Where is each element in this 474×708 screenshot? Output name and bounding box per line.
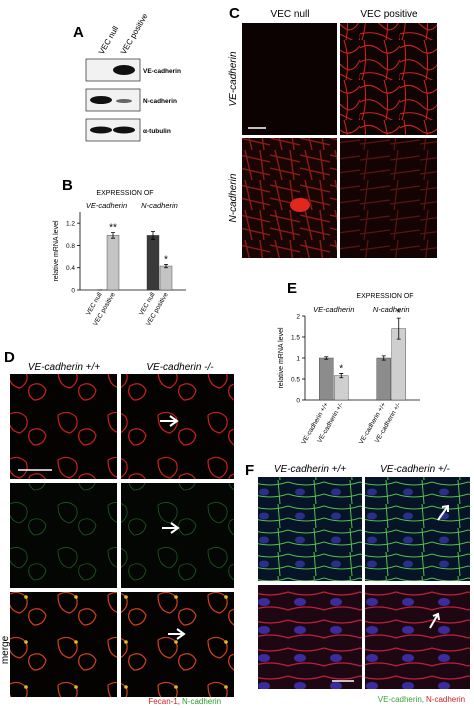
y-tick-label: 0 (71, 288, 75, 295)
bar (334, 375, 349, 401)
row-label: VE-cadherin (228, 51, 239, 106)
error-bar (164, 263, 168, 269)
significance: * (397, 308, 401, 319)
error-bar (151, 231, 155, 240)
y-axis-label: relative mRNA level (53, 220, 60, 282)
y-tick-label: 0.5 (291, 377, 300, 384)
y-tick-label: 2 (296, 314, 300, 321)
stain-legend: Fecan-1, (148, 697, 180, 706)
y-tick-label: 1.2 (66, 221, 75, 228)
column-header: VE-cadherin +/- (380, 464, 450, 475)
panel-letter: F (245, 462, 254, 479)
column-header: VE-cadherin -/- (146, 362, 214, 373)
panel-letter: A (73, 24, 84, 41)
error-bar (396, 317, 401, 340)
category-label: N-cadherin (373, 305, 410, 314)
significance: * (164, 254, 168, 265)
band-label: α-tubulin (143, 128, 171, 135)
error-bar (381, 355, 386, 361)
error-bar (324, 356, 329, 360)
category-label: N-cadherin (141, 201, 178, 210)
chart-title: EXPRESSION OF (96, 190, 153, 197)
significance: * (339, 364, 343, 375)
category-label: VE-cadherin (86, 201, 127, 210)
bar (159, 265, 173, 291)
bar (146, 235, 160, 291)
stain-legend: N-cadherin (426, 695, 465, 704)
row-label: N-cadherin (228, 173, 239, 222)
micrograph-grid (242, 23, 437, 258)
lane-label: VEC null (97, 24, 120, 56)
bar (319, 357, 334, 401)
bar (376, 357, 391, 401)
error-bar (111, 232, 115, 239)
band-label: N-cadherin (143, 98, 177, 105)
significance: ** (109, 223, 117, 234)
panel-letter: E (287, 280, 297, 297)
bar (106, 235, 120, 291)
row-label: merge (0, 635, 11, 664)
micrograph-grid (10, 374, 234, 697)
lane-label: VEC positive (119, 11, 150, 56)
micrograph-grid (258, 477, 470, 689)
error-bar (339, 373, 344, 379)
y-axis-label: relative mRNA level (278, 327, 285, 389)
column-header: VEC positive (360, 9, 418, 20)
western-blot (85, 58, 141, 142)
y-tick-label: 0.8 (66, 243, 75, 250)
panel-letter: D (4, 349, 15, 366)
panel-letter: C (229, 5, 240, 22)
y-tick-label: 1.5 (291, 335, 300, 342)
column-header: VE-cadherin +/+ (28, 362, 100, 373)
y-tick-label: 1 (296, 356, 300, 363)
chart-title: EXPRESSION OF (356, 293, 413, 300)
y-tick-label: 0 (296, 398, 300, 405)
stain-legend: VE-cadherin, (378, 695, 424, 704)
panel-letter: B (62, 177, 73, 194)
column-header: VEC null (271, 9, 310, 20)
column-header: VE-cadherin +/+ (274, 464, 346, 475)
stain-legend: N-cadherin (182, 697, 221, 706)
y-tick-label: 0.4 (66, 265, 75, 272)
band-label: VE-cadherin (143, 68, 181, 75)
category-label: VE-cadherin (313, 305, 354, 314)
